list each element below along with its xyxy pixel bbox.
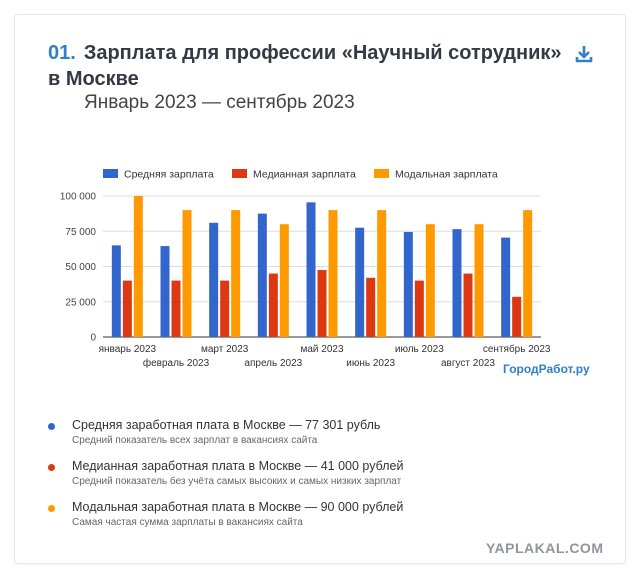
stat-modal: Модальная заработная плата в Москве — 90… bbox=[48, 500, 608, 541]
stat-modal-value: Модальная заработная плата в Москве — 90… bbox=[72, 500, 404, 514]
x-tick-label: июнь 2023 bbox=[346, 358, 395, 369]
bar-average bbox=[452, 229, 462, 337]
stat-average-note: Средний показатель всех зарплат в ваканс… bbox=[72, 435, 318, 446]
bar-average bbox=[257, 213, 267, 337]
y-tick-label: 50 000 bbox=[65, 262, 96, 273]
x-tick-label: апрель 2023 bbox=[244, 358, 302, 369]
bar-median bbox=[317, 270, 327, 337]
bar-average bbox=[209, 222, 219, 337]
legend-swatch bbox=[232, 169, 247, 178]
bar-modal bbox=[133, 196, 143, 337]
bar-modal bbox=[474, 224, 484, 337]
stat-median-note: Средний показатель без учёта самых высок… bbox=[72, 476, 402, 487]
bar-median bbox=[220, 280, 230, 337]
section-number: 01. bbox=[48, 42, 76, 64]
stat-median: Медианная заработная плата в Москве — 41… bbox=[48, 459, 608, 500]
chart-subtitle: Январь 2023 — сентябрь 2023 bbox=[84, 92, 355, 113]
bar-average bbox=[355, 227, 365, 337]
modal-dot bbox=[48, 505, 55, 512]
bar-average bbox=[501, 237, 511, 337]
x-tick-label: февраль 2023 bbox=[143, 357, 210, 369]
stat-average: Средняя заработная плата в Москве — 77 3… bbox=[48, 418, 608, 459]
stat-median-value: Медианная заработная плата в Москве — 41… bbox=[72, 459, 404, 473]
bar-modal bbox=[279, 224, 289, 337]
brand-logo[interactable]: ГородРабот.ру bbox=[503, 362, 590, 376]
bar-median bbox=[414, 280, 424, 337]
bar-modal bbox=[328, 210, 338, 337]
bar-median bbox=[122, 280, 132, 337]
salary-bar-chart: 0 25 000 50 000 75 000 100 000 январь 2023 фев… bbox=[60, 169, 551, 370]
page-title: Зарплата для профессии «Научный сотрудни… bbox=[83, 42, 562, 64]
bar-modal bbox=[231, 210, 241, 337]
chart-header: 01. Зарплата для профессии «Научный сотру… bbox=[48, 40, 578, 92]
stats-list: Средняя заработная плата в Москве — 77 3… bbox=[48, 418, 608, 541]
stat-average-value: Средняя заработная плата в Москве — 77 3… bbox=[72, 418, 381, 432]
bar-median bbox=[366, 277, 376, 337]
bar-modal bbox=[523, 210, 533, 337]
bar-median bbox=[171, 280, 181, 337]
legend-swatch bbox=[103, 169, 118, 178]
legend-label: Медианная зарплата bbox=[253, 169, 356, 181]
bar-average bbox=[306, 202, 316, 337]
y-tick-label: 25 000 bbox=[65, 297, 96, 308]
x-tick-label: июль 2023 bbox=[395, 344, 444, 355]
x-tick-label: март 2023 bbox=[201, 344, 249, 355]
bar-median bbox=[512, 296, 522, 337]
bar-median bbox=[268, 273, 278, 337]
watermark: YAPLAKAL.COM bbox=[486, 540, 604, 556]
page-title-line2: в Москве bbox=[48, 68, 139, 90]
bar-average bbox=[403, 231, 413, 337]
download-icon[interactable] bbox=[574, 44, 594, 64]
stat-modal-note: Самая частая сумма зарплаты в вакансиях … bbox=[72, 517, 303, 528]
y-tick-label: 100 000 bbox=[60, 192, 97, 203]
bar-modal bbox=[377, 210, 387, 337]
legend-label: Средняя зарплата bbox=[124, 169, 214, 181]
median-dot bbox=[48, 464, 55, 471]
bar-modal bbox=[425, 224, 435, 337]
legend-swatch bbox=[374, 169, 389, 178]
bar-average bbox=[160, 246, 170, 337]
x-tick-label: январь 2023 bbox=[99, 344, 157, 355]
x-tick-label: май 2023 bbox=[300, 344, 343, 355]
bar-average bbox=[111, 245, 121, 337]
bar-modal bbox=[182, 210, 192, 337]
x-tick-label: сентябрь 2023 bbox=[483, 343, 551, 355]
average-dot bbox=[48, 423, 55, 430]
y-tick-label: 0 bbox=[90, 333, 96, 344]
x-tick-label: август 2023 bbox=[441, 358, 495, 369]
bar-median bbox=[463, 273, 473, 337]
legend-label: Модальная зарплата bbox=[395, 169, 498, 181]
y-tick-label: 75 000 bbox=[65, 227, 96, 238]
